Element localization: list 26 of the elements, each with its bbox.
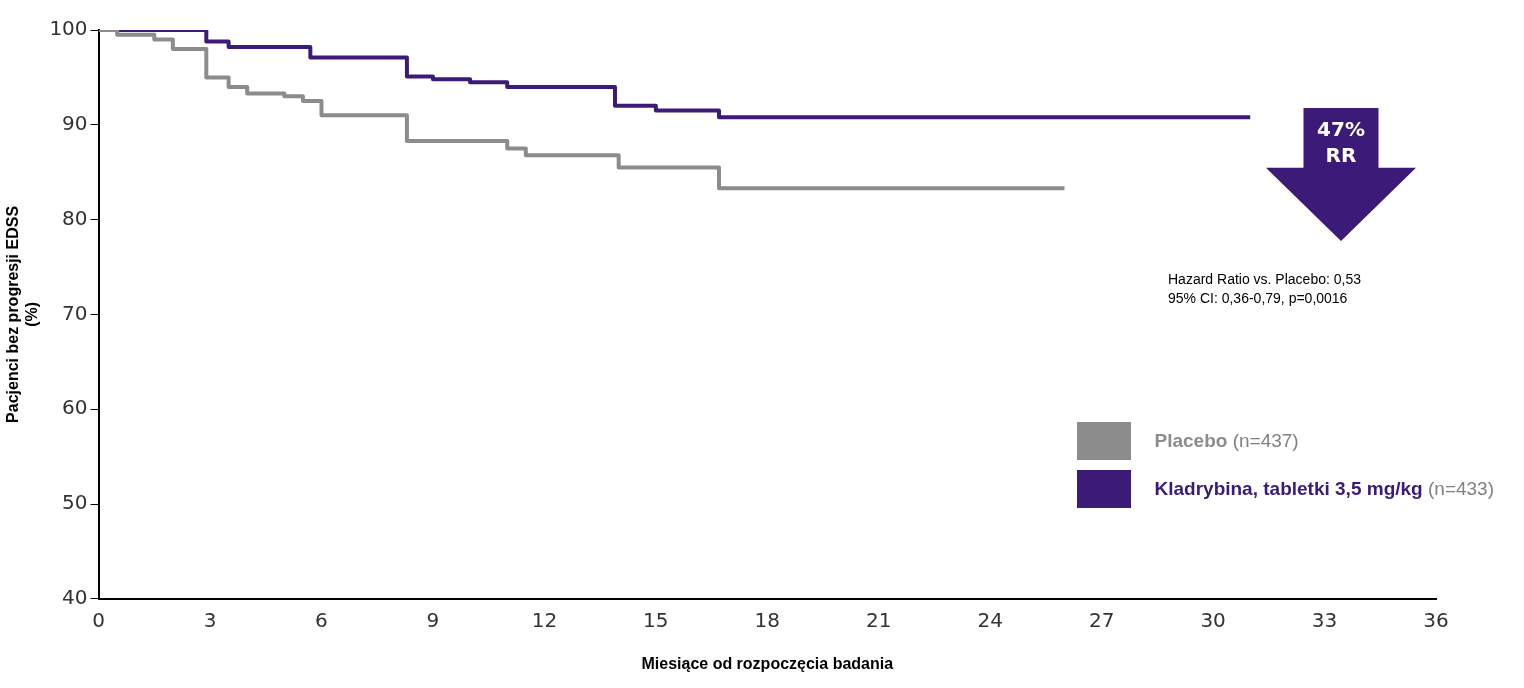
x-tick-label: 9 [426, 608, 440, 632]
x-tick-label: 12 [531, 608, 558, 632]
x-axis-title: Miesiące od rozpoczęcia badania [641, 654, 894, 672]
x-tick-label: 18 [754, 608, 781, 632]
x-tick-label: 21 [866, 608, 892, 632]
x-tick-label: 27 [1088, 608, 1115, 632]
legend-label: Placebo (n=437) [1154, 430, 1299, 451]
y-tick-label: 70 [62, 300, 88, 325]
x-tick-label: 6 [315, 608, 328, 632]
x-tick-label: 30 [1200, 608, 1226, 632]
y-axis-title: Pacjenci bez progresji EDSS (%) [4, 205, 41, 423]
x-tick-label: 0 [92, 608, 105, 632]
x-tick-label: 33 [1311, 608, 1338, 632]
y-tick-label: 60 [62, 395, 88, 420]
x-tick-label: 15 [643, 608, 669, 632]
annotation: 47% RR [1316, 116, 1366, 168]
legend-label: Kladrybina, tabletki 3,5 mg/kg (n=433) [1154, 478, 1494, 499]
x-tick-label: 36 [1423, 608, 1449, 632]
y-tick-label: 50 [62, 490, 88, 515]
y-tick-label: 100 [49, 16, 88, 41]
annotation: Hazard Ratio vs. Placebo: 0,53 95% CI: 0,36-0,79, p=0,0016 [1168, 270, 1361, 308]
x-tick-label: 24 [977, 608, 1003, 632]
y-tick-label: 80 [62, 205, 88, 230]
x-tick-label: 3 [203, 608, 217, 632]
y-tick-label: 40 [62, 585, 88, 609]
y-tick-label: 90 [62, 111, 88, 135]
